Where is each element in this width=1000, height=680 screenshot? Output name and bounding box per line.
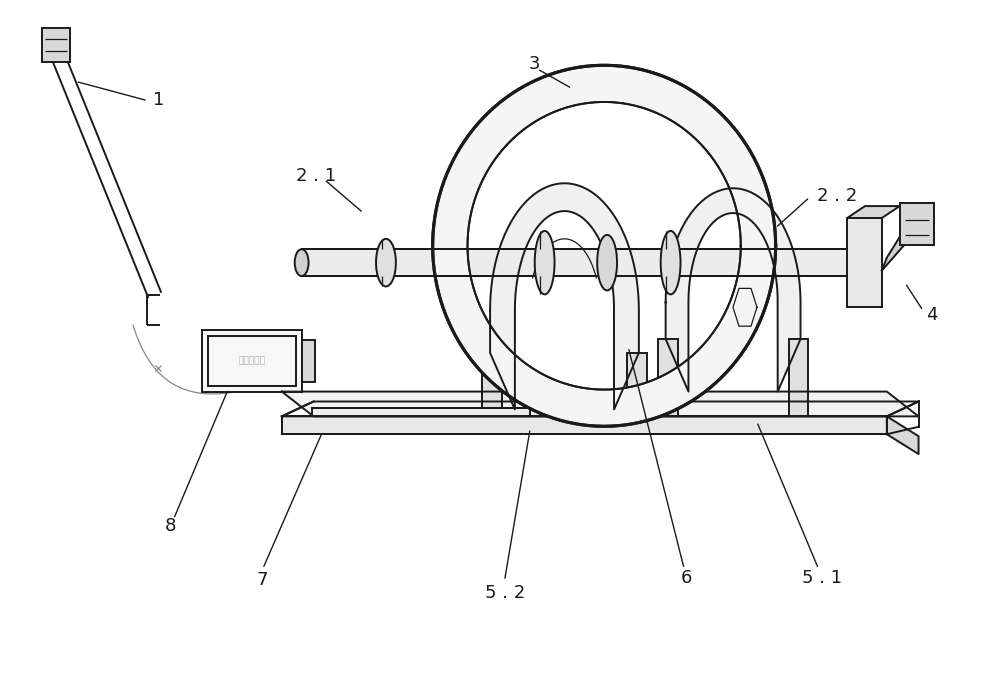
Text: 5 . 1: 5 . 1 [802,569,842,587]
Bar [658,339,678,416]
Bar [208,336,296,386]
Polygon shape [887,416,919,454]
Ellipse shape [597,235,617,290]
Bar [312,409,530,416]
Polygon shape [302,250,882,276]
Ellipse shape [376,239,396,286]
Bar [847,218,882,307]
Text: 3: 3 [529,55,540,73]
Polygon shape [282,416,887,435]
Text: 5 . 2: 5 . 2 [485,584,525,602]
Text: 8: 8 [165,517,176,535]
Text: 6: 6 [681,569,692,587]
Polygon shape [847,206,900,218]
Bar [627,353,647,416]
Polygon shape [666,188,801,392]
Bar [202,330,302,392]
PathPatch shape [433,65,776,426]
Bar [789,339,808,416]
Bar [900,203,934,245]
Text: 2 . 1: 2 . 1 [296,167,337,186]
Polygon shape [882,221,917,271]
Ellipse shape [535,231,555,294]
Bar [482,353,502,416]
Ellipse shape [295,250,309,276]
Bar [302,340,315,381]
Text: 4: 4 [926,306,938,324]
Text: 1: 1 [153,91,164,109]
Text: 光流控制器: 光流控制器 [239,356,265,365]
Bar [42,28,70,63]
Polygon shape [282,392,919,416]
Text: 2 . 2: 2 . 2 [817,187,858,205]
Ellipse shape [661,231,681,294]
Polygon shape [490,184,639,409]
Text: 7: 7 [256,571,268,589]
